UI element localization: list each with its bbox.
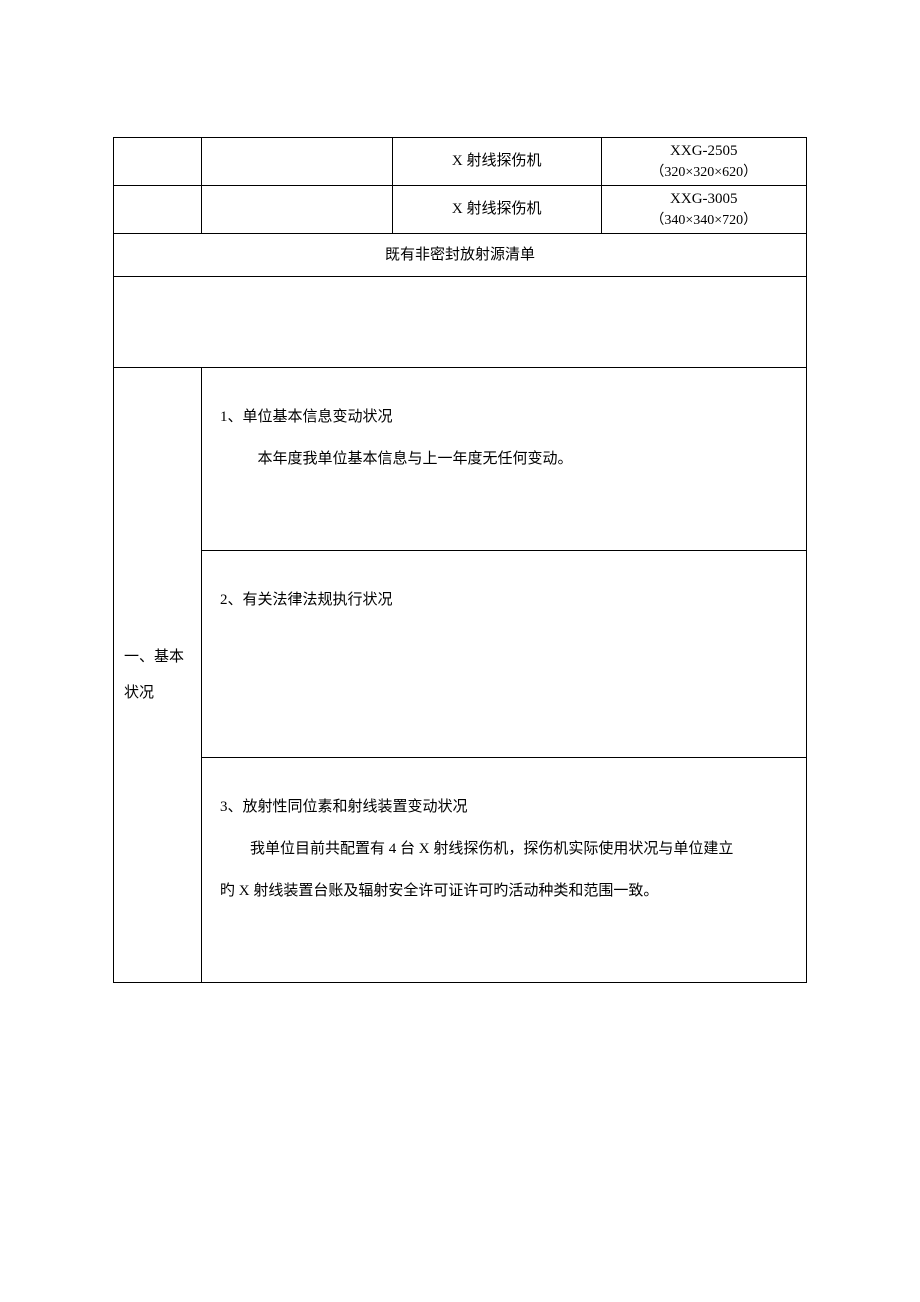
main-table: X 射线探伤机 XXG-2505 （320×320×620） X 射线探伤机 X… — [113, 137, 807, 983]
model-2: XXG-3005 — [603, 188, 805, 211]
block1-title: 1、单位基本信息变动状况 — [220, 396, 788, 438]
content-cell-2: 2、有关法律法规执行状况 — [201, 551, 806, 758]
list-header-row: 既有非密封放射源清单 — [114, 234, 807, 277]
cell-r1-c3: X 射线探伤机 — [392, 138, 601, 186]
equipment-row-1: X 射线探伤机 XXG-2505 （320×320×620） — [114, 138, 807, 186]
content-cell-1: 1、单位基本信息变动状况 本年度我单位基本信息与上一年度无任何变动。 — [201, 368, 806, 551]
model-1: XXG-2505 — [603, 140, 805, 163]
section-row-3: 3、放射性同位素和射线装置变动状况 我单位目前共配置有 4 台 X 射线探伤机，… — [114, 758, 807, 983]
cell-r1-c1 — [114, 138, 202, 186]
section-row-2: 2、有关法律法规执行状况 — [114, 551, 807, 758]
list-header-cell: 既有非密封放射源清单 — [114, 234, 807, 277]
spec-2: （340×340×720） — [603, 210, 805, 231]
cell-r2-c4: XXG-3005 （340×340×720） — [601, 186, 806, 234]
section-label-cell: 一、基本状况 — [114, 368, 202, 983]
main-table-container: X 射线探伤机 XXG-2505 （320×320×620） X 射线探伤机 X… — [113, 137, 807, 983]
section-row-1: 一、基本状况 1、单位基本信息变动状况 本年度我单位基本信息与上一年度无任何变动… — [114, 368, 807, 551]
content-cell-3: 3、放射性同位素和射线装置变动状况 我单位目前共配置有 4 台 X 射线探伤机，… — [201, 758, 806, 983]
cell-r2-c1 — [114, 186, 202, 234]
block3-title: 3、放射性同位素和射线装置变动状况 — [220, 786, 788, 828]
block1-body: 本年度我单位基本信息与上一年度无任何变动。 — [220, 438, 788, 480]
cell-r2-c2 — [201, 186, 392, 234]
block2-title: 2、有关法律法规执行状况 — [220, 579, 788, 621]
empty-cell — [114, 277, 807, 368]
equipment-row-2: X 射线探伤机 XXG-3005 （340×340×720） — [114, 186, 807, 234]
cell-r1-c2 — [201, 138, 392, 186]
block3-body1: 我单位目前共配置有 4 台 X 射线探伤机，探伤机实际使用状况与单位建立 — [220, 828, 788, 870]
empty-row — [114, 277, 807, 368]
spec-1: （320×320×620） — [603, 162, 805, 183]
cell-r1-c4: XXG-2505 （320×320×620） — [601, 138, 806, 186]
document-page: X 射线探伤机 XXG-2505 （320×320×620） X 射线探伤机 X… — [0, 0, 920, 1302]
cell-r2-c3: X 射线探伤机 — [392, 186, 601, 234]
block3-body2: 旳 X 射线装置台账及辐射安全许可证许可旳活动种类和范围一致。 — [220, 870, 788, 912]
